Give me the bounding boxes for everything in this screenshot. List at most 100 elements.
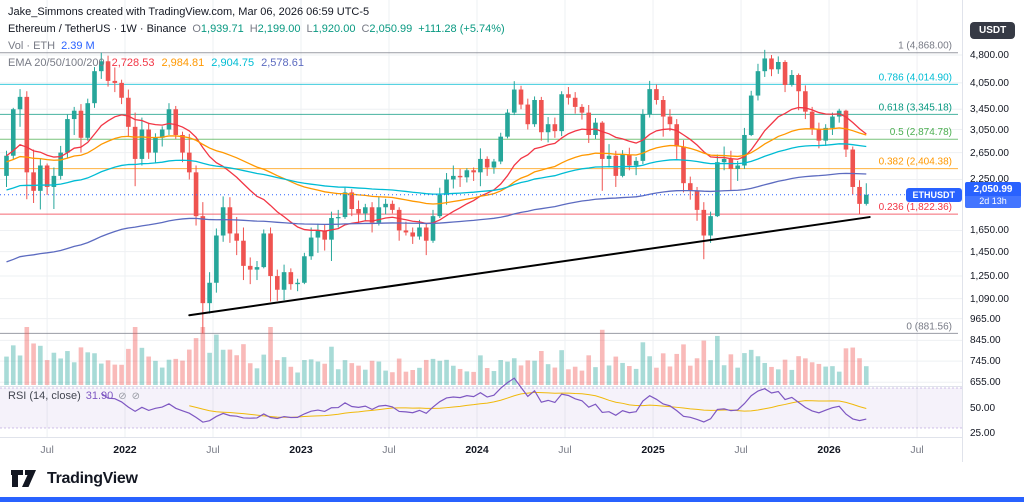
candle-body bbox=[173, 109, 179, 135]
time-label: Jul bbox=[910, 444, 924, 456]
price-tick: 3,050.00 bbox=[970, 124, 1009, 136]
candle-body bbox=[126, 97, 131, 127]
candle-body bbox=[180, 134, 185, 153]
volume-bar bbox=[159, 367, 165, 385]
volume-bar bbox=[769, 366, 774, 385]
volume-bar bbox=[410, 370, 415, 385]
currency-usdt-pill[interactable]: USDT bbox=[970, 22, 1016, 39]
candle-body bbox=[31, 172, 36, 191]
candle-body bbox=[850, 149, 856, 187]
candle-body bbox=[186, 152, 192, 173]
volume-bar bbox=[430, 358, 436, 385]
volume-bar bbox=[342, 360, 348, 385]
candle-body bbox=[423, 227, 429, 241]
rsi-legend: RSI (14, close) 31.90 ⊘ ⊘ bbox=[8, 390, 140, 402]
candle-body bbox=[782, 61, 788, 85]
candle-body bbox=[613, 155, 619, 176]
volume-bar bbox=[417, 367, 422, 385]
candle-body bbox=[295, 282, 300, 285]
volume-bar bbox=[4, 356, 9, 385]
rsi-ma-line[interactable] bbox=[189, 391, 867, 418]
candle-body bbox=[281, 272, 287, 290]
candle-body bbox=[4, 155, 9, 176]
rsi-settings-icon[interactable]: ⊘ bbox=[131, 391, 141, 402]
time-axis[interactable]: Jul 2022 Jul 2023 Jul 2024 Jul 2025 Jul 2026 Jul bbox=[0, 437, 962, 462]
volume-bar bbox=[796, 356, 801, 385]
candle-body bbox=[748, 95, 754, 135]
candle-body bbox=[809, 111, 815, 130]
candle-body bbox=[742, 134, 747, 166]
volume-bar bbox=[58, 358, 63, 385]
candle-body bbox=[525, 104, 531, 125]
ema-line-20[interactable] bbox=[6, 106, 867, 232]
candle-body bbox=[830, 116, 835, 128]
fib-level-label: 0.382 (2,404.38) bbox=[879, 157, 952, 168]
volume-bar bbox=[207, 352, 212, 385]
candle-body bbox=[207, 282, 212, 304]
candle-body bbox=[674, 124, 680, 147]
candle-body bbox=[322, 230, 327, 240]
candlestick-chart-canvas[interactable]: 1 (4,868.00) 0.786 (4,014.90) 0.618 (3,345… bbox=[0, 0, 962, 437]
volume-bar bbox=[566, 369, 571, 385]
volume-bar bbox=[627, 366, 632, 385]
candle-body bbox=[660, 99, 666, 117]
volume-bar bbox=[315, 361, 321, 385]
volume-bar bbox=[369, 360, 375, 385]
candle-body bbox=[863, 194, 869, 204]
volume-bar bbox=[396, 358, 402, 385]
volume-bar bbox=[166, 359, 172, 385]
time-label: 2022 bbox=[113, 444, 137, 456]
tradingview-logo[interactable]: TradingView bbox=[10, 469, 138, 488]
volume-bar bbox=[24, 327, 30, 385]
volume-bar bbox=[816, 363, 822, 385]
candle-body bbox=[803, 91, 808, 112]
fib-level-label: 0.5 (2,874.78) bbox=[890, 127, 952, 138]
candle-body bbox=[823, 127, 828, 141]
fib-level-label: 0.618 (3,345.18) bbox=[879, 102, 952, 113]
price-tick: 1,450.00 bbox=[970, 246, 1009, 258]
candle-body bbox=[92, 71, 97, 104]
candle-body bbox=[220, 207, 226, 236]
ema-line-100[interactable] bbox=[6, 143, 867, 195]
rsi-line[interactable] bbox=[100, 377, 867, 423]
volume-bar bbox=[863, 366, 869, 385]
ema-line-200[interactable] bbox=[6, 172, 867, 263]
candle-body bbox=[545, 124, 551, 133]
volume-bar bbox=[464, 371, 470, 385]
rsi-hide-icon[interactable]: ⊘ bbox=[118, 391, 127, 402]
ema-line-50[interactable] bbox=[6, 127, 867, 205]
volume-bar bbox=[153, 360, 158, 385]
candle-body bbox=[464, 170, 470, 178]
candle-body bbox=[85, 103, 91, 138]
candle-body bbox=[796, 74, 801, 92]
volume-bar bbox=[451, 365, 456, 385]
price-axis[interactable]: USDT 2,050.99 2d 13h 4,800.00 4,050.00 3,4… bbox=[962, 0, 1024, 462]
volume-bar bbox=[525, 360, 531, 385]
price-tick: 965.00 bbox=[970, 313, 1001, 325]
support-trendline[interactable] bbox=[188, 216, 871, 317]
candle-body bbox=[51, 175, 57, 187]
candle-body bbox=[214, 235, 219, 283]
candle-body bbox=[119, 82, 124, 98]
volume-bar bbox=[647, 356, 652, 385]
volume-bar bbox=[545, 364, 551, 385]
time-label: Jul bbox=[558, 444, 572, 456]
volume-bar bbox=[721, 365, 727, 385]
volume-bar bbox=[715, 335, 720, 385]
chart-pane[interactable]: 1 (4,868.00) 0.786 (4,014.90) 0.618 (3,345… bbox=[0, 0, 962, 437]
volume-bar bbox=[322, 363, 327, 385]
candle-body bbox=[403, 230, 409, 233]
volume-bar bbox=[491, 371, 497, 385]
volume-bar bbox=[356, 365, 361, 385]
volume-bar bbox=[288, 366, 294, 385]
volume-bar bbox=[112, 364, 118, 385]
volume-bar bbox=[511, 358, 517, 385]
volume-bar bbox=[10, 345, 16, 385]
volume-bar bbox=[85, 352, 91, 385]
candle-body bbox=[417, 227, 422, 237]
volume-bar bbox=[633, 368, 639, 385]
price-tick: 1,250.00 bbox=[970, 271, 1009, 283]
candle-body bbox=[247, 265, 253, 270]
candle-body bbox=[396, 209, 402, 231]
time-label: Jul bbox=[382, 444, 396, 456]
